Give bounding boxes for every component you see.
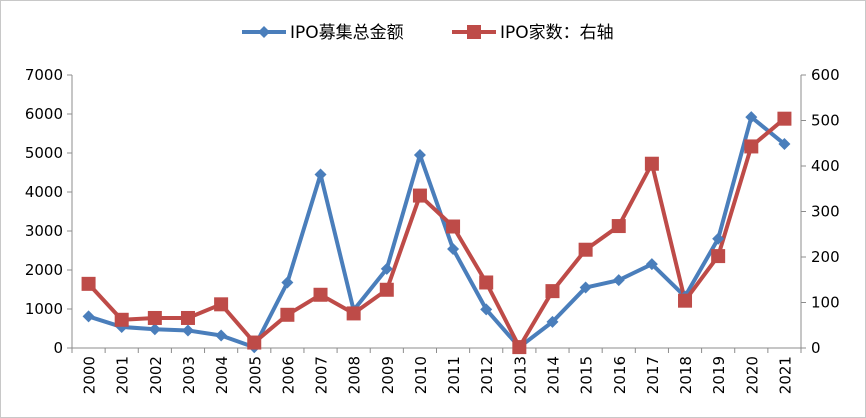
data-point-ipo-amount <box>380 262 393 275</box>
data-point-ipo-count <box>280 307 295 322</box>
y-left-tick-label: 4000 <box>25 183 63 201</box>
y-right-tick-label: 0 <box>811 339 821 357</box>
x-tick-label: 2000 <box>81 356 99 394</box>
x-tick-label: 2020 <box>743 356 761 394</box>
y-right-tick-label: 400 <box>811 157 840 175</box>
data-point-ipo-count <box>313 287 328 302</box>
data-point-ipo-count <box>379 282 394 297</box>
y-right-tick-label: 300 <box>811 203 840 221</box>
x-tick-label: 2001 <box>114 356 132 394</box>
y-left-tick-label: 1000 <box>25 300 63 318</box>
data-point-ipo-count <box>412 188 427 203</box>
data-point-ipo-count <box>744 139 759 154</box>
x-tick-label: 2019 <box>710 356 728 394</box>
data-point-ipo-count <box>678 293 693 308</box>
y-left-tick-label: 0 <box>53 339 63 357</box>
series-line-ipo-amount <box>86 115 787 350</box>
data-point-ipo-amount <box>181 324 194 337</box>
y-right-tick-label: 100 <box>811 294 840 312</box>
plot-area <box>81 111 792 355</box>
y-right-tick-label: 600 <box>811 66 840 84</box>
data-point-ipo-amount <box>413 148 426 161</box>
data-point-ipo-count <box>81 276 96 291</box>
legend-item-ipo-amount[interactable]: IPO募集总金额 <box>242 23 404 43</box>
x-tick-label: 2013 <box>511 356 529 394</box>
data-point-ipo-amount <box>745 111 758 124</box>
y-right-tick-label: 500 <box>811 112 840 130</box>
data-point-ipo-amount <box>546 315 559 328</box>
x-tick-label: 2011 <box>445 356 463 394</box>
legend-marker-ipo-amount <box>258 26 270 38</box>
data-point-ipo-count <box>114 312 129 327</box>
data-point-ipo-amount <box>712 232 725 245</box>
data-point-ipo-amount <box>778 138 791 151</box>
data-point-ipo-amount <box>579 281 592 294</box>
x-tick-label: 2018 <box>677 356 695 394</box>
data-point-ipo-amount <box>215 329 228 342</box>
data-point-ipo-count <box>512 340 527 355</box>
data-point-ipo-amount <box>314 168 327 181</box>
x-tick-label: 2008 <box>346 356 364 394</box>
data-point-ipo-count <box>214 297 229 312</box>
data-point-ipo-amount <box>148 323 161 336</box>
data-point-ipo-amount <box>281 276 294 289</box>
x-tick-label: 2003 <box>180 356 198 394</box>
x-tick-label: 2009 <box>379 356 397 394</box>
x-tick-label: 2005 <box>246 356 264 394</box>
x-tick-label: 2010 <box>412 356 430 394</box>
x-tick-label: 2014 <box>544 356 562 394</box>
axes: 0 1000 2000 3000 4000 5000 6000 7000 0 100 200 300 4… <box>25 66 840 394</box>
data-point-ipo-amount <box>82 310 95 323</box>
legend-label-ipo-amount: IPO募集总金额 <box>290 23 404 43</box>
y-left-tick-label: 2000 <box>25 261 63 279</box>
data-point-ipo-count <box>446 219 461 234</box>
data-point-ipo-count <box>247 335 262 350</box>
data-point-ipo-amount <box>447 242 460 255</box>
series-line-ipo-count <box>86 116 787 350</box>
data-point-ipo-count <box>578 242 593 257</box>
data-point-ipo-count <box>711 249 726 264</box>
data-point-ipo-count <box>545 284 560 299</box>
x-tick-label: 2006 <box>279 356 297 394</box>
legend-marker-ipo-count <box>467 25 481 39</box>
data-point-ipo-amount <box>480 303 493 316</box>
x-tick-label: 2002 <box>147 356 165 394</box>
data-point-ipo-count <box>777 111 792 126</box>
data-point-ipo-amount <box>645 258 658 271</box>
y-left-tick-label: 7000 <box>25 66 63 84</box>
data-point-ipo-amount <box>612 274 625 287</box>
data-point-ipo-count <box>346 306 361 321</box>
data-point-ipo-count <box>644 156 659 171</box>
y-left-tick-label: 3000 <box>25 222 63 240</box>
data-point-ipo-count <box>147 310 162 325</box>
x-tick-label: 2021 <box>776 356 794 394</box>
data-point-ipo-count <box>180 310 195 325</box>
legend-item-ipo-count[interactable]: IPO家数：右轴 <box>452 23 614 43</box>
x-tick-label: 2007 <box>313 356 331 394</box>
legend-label-ipo-count: IPO家数：右轴 <box>500 23 614 43</box>
legend: IPO募集总金额 IPO家数：右轴 <box>242 23 614 43</box>
data-point-ipo-count <box>479 275 494 290</box>
x-tick-label: 2016 <box>611 356 629 394</box>
x-tick-label: 2017 <box>644 356 662 394</box>
y-left-tick-label: 5000 <box>25 144 63 162</box>
x-tick-label: 2012 <box>478 356 496 394</box>
data-point-ipo-count <box>611 219 626 234</box>
y-right-tick-label: 200 <box>811 248 840 266</box>
y-left-tick-label: 6000 <box>25 105 63 123</box>
x-tick-label: 2004 <box>213 356 231 394</box>
x-tick-label: 2015 <box>578 356 596 394</box>
